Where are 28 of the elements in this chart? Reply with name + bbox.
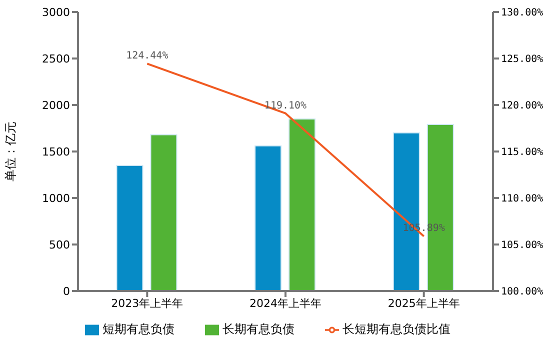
y2-tick-label: 130.00% <box>501 8 544 19</box>
bar <box>150 134 178 291</box>
x-tick-label: 2023年上半年 <box>111 296 184 310</box>
data-label: 119.10% <box>264 100 307 112</box>
x-tick-label: 2024年上半年 <box>250 296 322 310</box>
y-tick-label: 0 <box>63 284 70 298</box>
x-tick-label: 2025年上半年 <box>388 296 460 310</box>
y2-tick-label: 100.00% <box>501 286 544 298</box>
y-tick-label: 2500 <box>42 52 70 66</box>
y-axis-title: 单位：亿元 <box>3 122 18 182</box>
bar <box>288 118 316 291</box>
y-tick-label: 1500 <box>42 145 70 158</box>
y-tick-label: 1000 <box>42 192 70 205</box>
bar <box>116 164 144 291</box>
data-label: 105.89% <box>402 223 445 234</box>
y-tick-label: 500 <box>49 238 70 252</box>
y2-tick-label: 110.00% <box>501 194 544 205</box>
y-tick-label: 3000 <box>42 6 70 19</box>
y2-tick-label: 115.00% <box>501 147 544 158</box>
legend-label: 短期有息负债 <box>102 322 174 336</box>
y2-tick-label: 105.00% <box>501 240 544 252</box>
data-label: 124.44% <box>126 50 168 62</box>
y-tick-label: 2000 <box>42 98 70 112</box>
y2-tick-label: 120.00% <box>501 100 544 112</box>
bar <box>254 145 282 291</box>
legend-label: 长期有息负债 <box>222 322 294 336</box>
legend-label: 长短期有息负债比值 <box>342 322 450 336</box>
y2-tick-label: 125.00% <box>501 54 544 66</box>
